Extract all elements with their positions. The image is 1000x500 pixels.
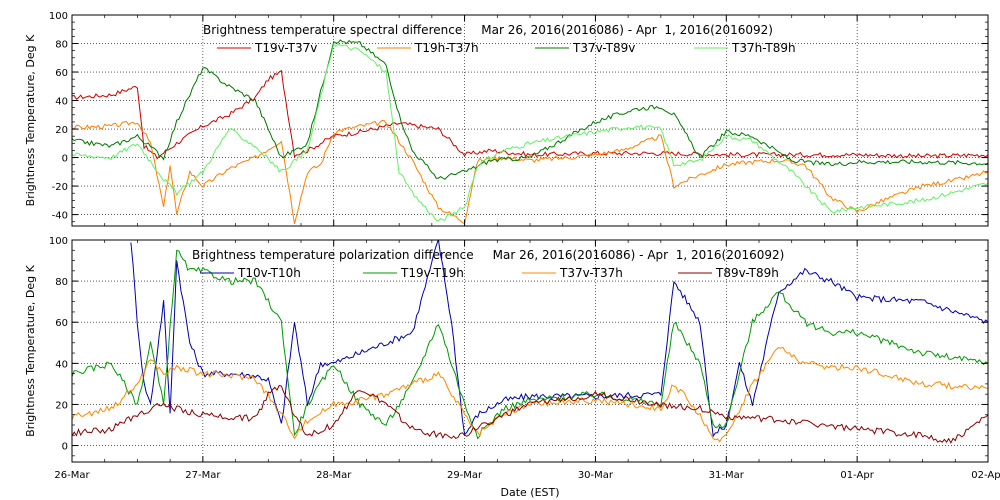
series-line-T89v-T89h <box>72 384 988 444</box>
x-tick-label: 30-Mar <box>578 470 614 481</box>
series-line-T37v-T37h <box>72 346 988 443</box>
grid <box>72 240 988 462</box>
y-axis-label: Brightness Temperature, Deg K <box>24 34 37 206</box>
x-tick-label: 28-Mar <box>316 470 352 481</box>
series-line-T19v-T37v <box>72 69 988 160</box>
y-tick-label: -20 <box>52 182 68 193</box>
legend-label: T37v-T37h <box>559 266 623 280</box>
legend-label: T19v-T19h <box>400 266 464 280</box>
panel-spectral-difference: -40 -20 0 20 40 60 80 100 Brightness Temperature… <box>24 11 989 227</box>
panel-polarization-difference: 0 20 40 60 80 100 26-Mar 27-Mar 28-Mar 29-Mar 30-M… <box>24 236 1000 499</box>
chart-title: Brightness temperature polarization diff… <box>192 248 784 262</box>
series-line-T37v-T89v <box>72 39 988 180</box>
y-tick-label: 20 <box>55 400 68 411</box>
x-tick-label: 29-Mar <box>447 470 483 481</box>
x-tick-label: 26-Mar <box>54 470 90 481</box>
y-tick-label: 100 <box>49 236 68 247</box>
y-tick-label: 0 <box>62 442 68 453</box>
legend-label: T89v-T89h <box>715 266 779 280</box>
y-axis-label: Brightness Temperature, Deg K <box>24 264 37 436</box>
y-tick-label: 40 <box>55 97 68 108</box>
legend-label: T19h-T37h <box>414 41 479 55</box>
x-tick-label: 27-Mar <box>185 470 221 481</box>
y-tick-label: 100 <box>49 11 68 22</box>
grid <box>72 15 988 226</box>
chart-title: Brightness temperature spectral differen… <box>203 23 773 37</box>
x-tick-label: 31-Mar <box>709 470 745 481</box>
x-tick-label: 01-Apr <box>840 470 874 481</box>
y-tick-label: 20 <box>55 125 68 136</box>
y-tick-label: 60 <box>55 318 68 329</box>
y-tick-label: 60 <box>55 68 68 79</box>
series-line-T19h-T37h <box>72 119 988 225</box>
legend-label: T37v-T89v <box>572 41 635 55</box>
legend-label: T10v-T10h <box>237 266 301 280</box>
series-line-T19v-T19h <box>72 249 988 440</box>
y-tick-label: 80 <box>55 277 68 288</box>
series-line-T37h-T89h <box>72 43 988 222</box>
legend-label: T19v-T37v <box>254 41 317 55</box>
legend-label: T37h-T89h <box>731 41 796 55</box>
y-tick-label: -40 <box>52 211 68 222</box>
y-tick-label: 0 <box>62 154 68 165</box>
series-line-T10v-T10h <box>130 240 988 438</box>
y-tick-label: 80 <box>55 40 68 51</box>
y-tick-label: 40 <box>55 359 68 370</box>
x-axis-label: Date (EST) <box>500 486 559 499</box>
x-tick-label: 02-Apr <box>971 470 1000 481</box>
plot-frame <box>71 14 989 227</box>
